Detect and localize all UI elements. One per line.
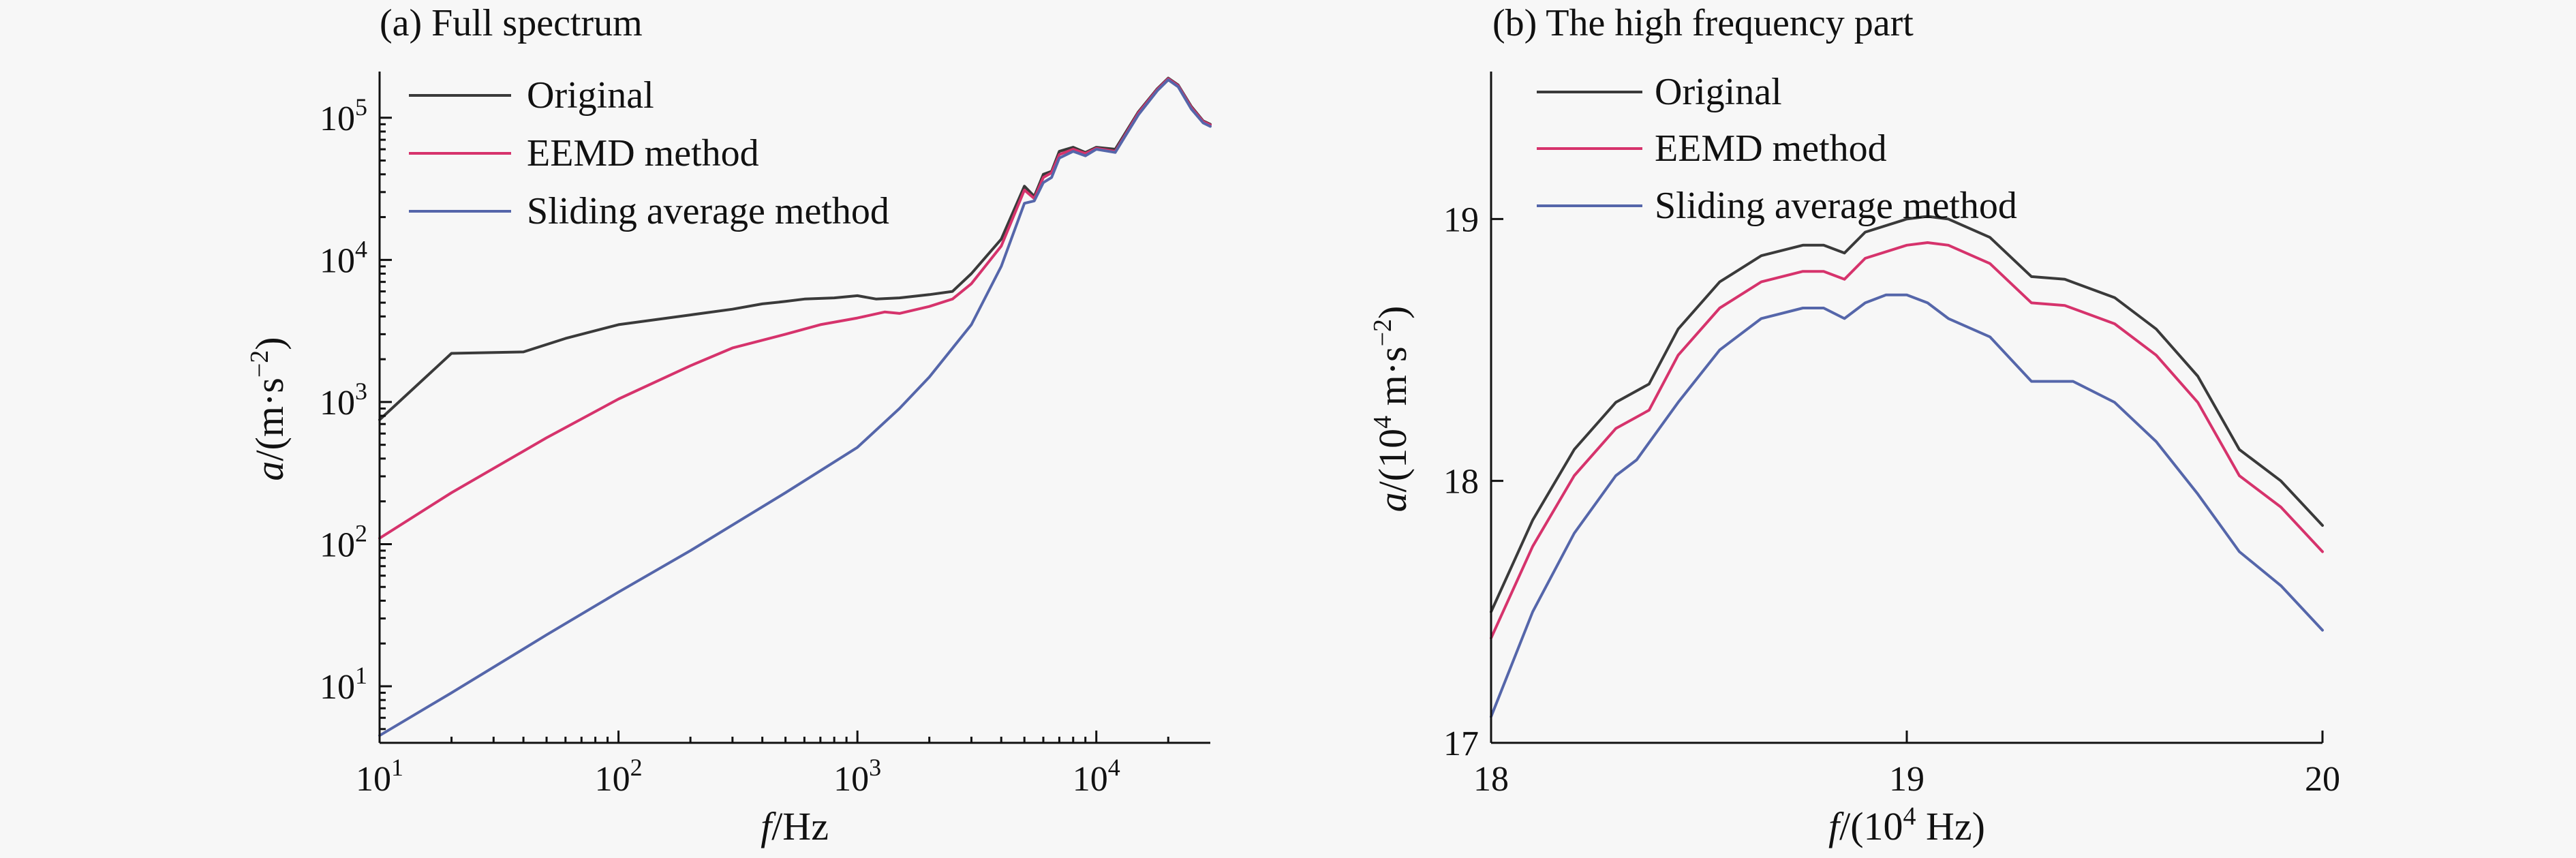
x-tick-label-a-1: 101 xyxy=(356,754,403,799)
series-line-b-3 xyxy=(1490,293,2324,718)
legend-label-a-2: EEMD method xyxy=(527,132,759,174)
y-tick-label-a-3: 103 xyxy=(320,378,367,423)
y-tick-label-a-1: 101 xyxy=(320,662,367,707)
series-line-b-2 xyxy=(1490,241,2324,640)
x-tick-label-a-4: 104 xyxy=(1073,754,1120,799)
x-axis-label-a: f/Hz xyxy=(761,804,829,848)
x-tick-label-a-2: 102 xyxy=(595,754,643,799)
legend-label-a-3: Sliding average method xyxy=(527,190,889,232)
legend-label-b-1: Original xyxy=(1655,71,1782,113)
series-line-b-1 xyxy=(1490,215,2324,613)
legend-label-a-1: Original xyxy=(527,74,654,117)
y-tick-label-a-5: 105 xyxy=(320,93,367,138)
x-tick-label-b-3: 20 xyxy=(2305,760,2340,799)
series-line-a-3 xyxy=(378,78,1212,737)
panel-title-b: (b) The high frequency part xyxy=(1492,2,1914,44)
legend-label-b-2: EEMD method xyxy=(1655,127,1887,170)
y-axis-label-a: a/(m·s−2) xyxy=(245,337,292,480)
x-tick-label-b-2: 19 xyxy=(1889,760,1925,799)
x-axis-label-b: f/(104 Hz) xyxy=(1828,802,1985,848)
y-tick-label-a-2: 102 xyxy=(320,519,367,564)
y-tick-label-a-4: 104 xyxy=(320,235,367,280)
y-axis-label-b: a/(104 m·s−2) xyxy=(1368,306,1415,512)
y-tick-label-b-1: 17 xyxy=(1443,724,1479,763)
y-tick-label-b-3: 19 xyxy=(1443,200,1479,239)
panel-title-a: (a) Full spectrum xyxy=(380,2,643,44)
legend-label-b-3: Sliding average method xyxy=(1655,185,2017,227)
panel-a-full-spectrum: 101 102 103 104 101 102 103 104 105 (a) Full spec… xyxy=(245,2,1212,848)
x-tick-label-a-3: 103 xyxy=(833,754,881,799)
x-tick-label-b-1: 18 xyxy=(1473,760,1509,799)
y-tick-label-b-2: 18 xyxy=(1443,463,1479,502)
